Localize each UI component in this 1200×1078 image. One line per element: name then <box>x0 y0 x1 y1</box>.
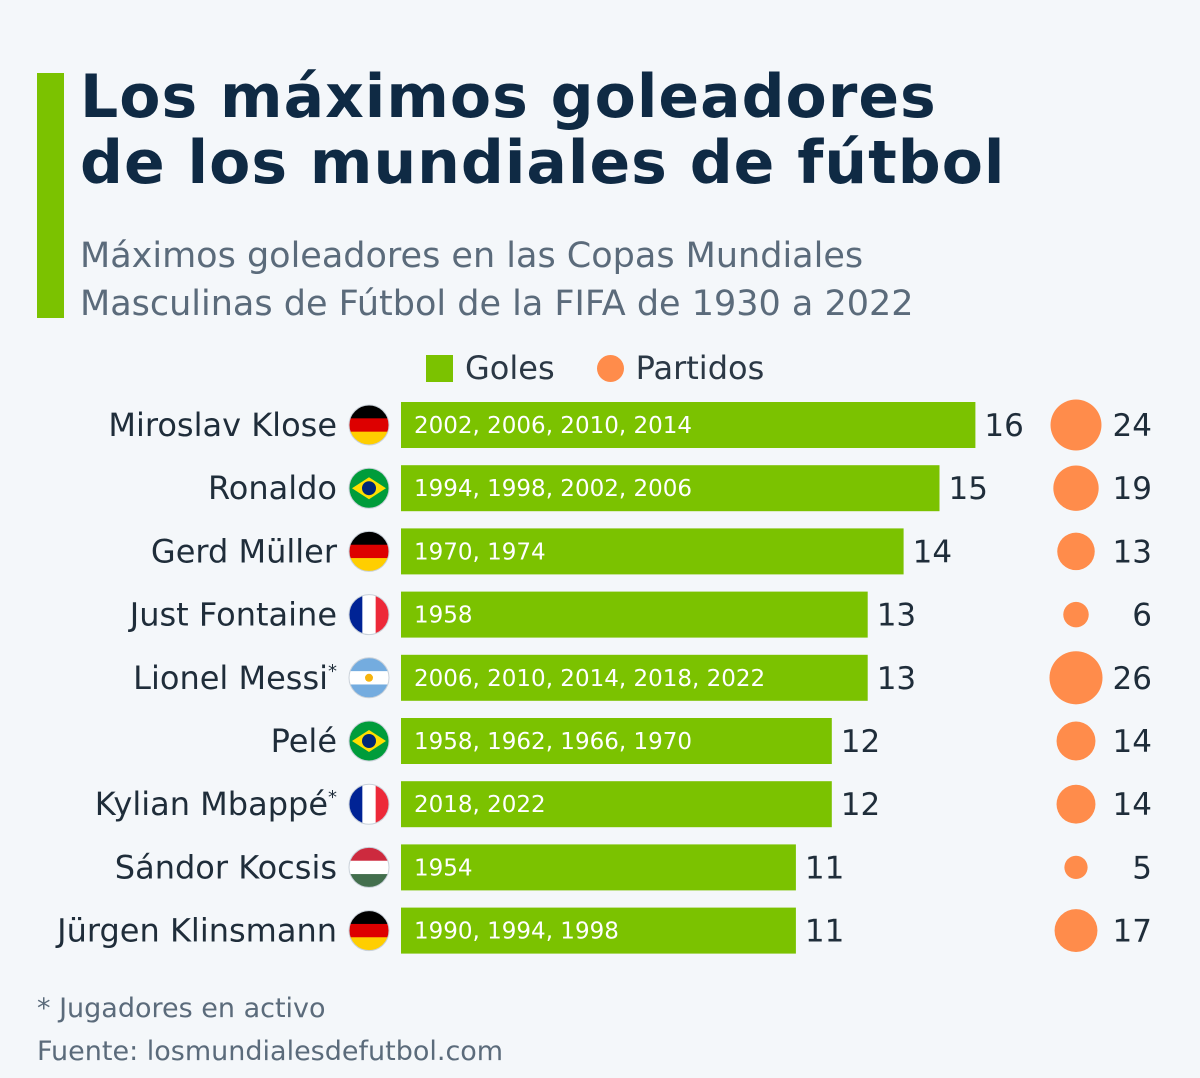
matches-bubble <box>1056 721 1096 761</box>
goals-bar <box>401 465 940 512</box>
legend-matches-dot <box>596 354 624 382</box>
matches-bubble <box>1054 909 1098 953</box>
editions-label: 2018, 2022 <box>414 792 546 818</box>
legend: Goles Partidos <box>426 346 764 390</box>
matches-value-label: 26 <box>1113 661 1152 697</box>
goals-bar <box>401 718 832 764</box>
player-name-label: Miroslav Klose <box>108 406 337 444</box>
argentina-flag-icon <box>348 657 390 699</box>
matches-bubble <box>1053 465 1099 511</box>
goals-bar <box>401 591 868 638</box>
germany-flag-icon <box>348 530 390 572</box>
footnote: * Jugadores en activo <box>37 993 326 1024</box>
editions-label: 2002, 2006, 2010, 2014 <box>414 413 692 439</box>
brazil-flag-icon <box>348 467 390 509</box>
goals-value-label: 12 <box>841 787 880 823</box>
player-name-label: Lionel Messi* <box>133 659 337 697</box>
editions-label: 1954 <box>414 855 473 881</box>
editions-label: 1990, 1994, 1998 <box>414 919 619 945</box>
source: Fuente: losmundialesdefutbol.com <box>37 1036 504 1067</box>
france-flag-icon <box>348 594 390 636</box>
goals-value-label: 14 <box>913 534 952 570</box>
chart-title: Los máximos goleadores de los mundiales … <box>80 64 1180 196</box>
matches-value-label: 17 <box>1113 914 1152 950</box>
brazil-flag-icon <box>348 720 390 762</box>
matches-bubble <box>1064 855 1088 880</box>
goals-bar <box>401 781 832 828</box>
goals-value-label: 13 <box>877 661 916 697</box>
subtitle-line-1: Máximos goleadores en las Copas Mundiale… <box>80 236 864 276</box>
goals-value-label: 12 <box>841 724 880 760</box>
legend-goals-swatch <box>426 354 453 382</box>
matches-value-label: 14 <box>1113 724 1152 760</box>
player-name-label: Sándor Kocsis <box>115 848 337 886</box>
legend-matches-label: Partidos <box>635 349 765 387</box>
matches-value-label: 6 <box>1132 598 1152 634</box>
player-name-label: Jürgen Klinsmann <box>55 912 337 950</box>
goals-value-label: 15 <box>949 471 988 507</box>
scorers-chart: Miroslav Klose 2002, 2006, 2010, 2014 16 24… <box>55 399 1152 954</box>
subtitle-line-2: Masculinas de Fútbol de la FIFA de 1930 … <box>80 284 914 324</box>
matches-value-label: 24 <box>1113 408 1152 444</box>
matches-value-label: 14 <box>1113 787 1152 823</box>
goals-bar <box>401 907 796 954</box>
matches-value-label: 5 <box>1132 850 1152 886</box>
goals-bar <box>401 402 976 448</box>
hungary-flag-icon <box>348 846 390 888</box>
goals-value-label: 13 <box>877 598 916 634</box>
title-line-1: Los máximos goleadores <box>80 62 937 132</box>
player-name-label: Gerd Müller <box>151 532 338 570</box>
player-name-label: Just Fontaine <box>128 596 337 634</box>
chart-subtitle: Máximos goleadores en las Copas Mundiale… <box>80 232 1180 328</box>
matches-bubble <box>1063 601 1089 628</box>
goals-bar <box>401 528 904 575</box>
editions-label: 2006, 2010, 2014, 2018, 2022 <box>414 666 765 692</box>
goals-value-label: 16 <box>984 408 1023 444</box>
france-flag-icon <box>348 783 390 825</box>
editions-label: 1970, 1974 <box>414 539 546 565</box>
goals-bar <box>401 654 868 701</box>
germany-flag-icon <box>348 910 390 952</box>
accent-bar <box>37 73 64 318</box>
player-name-label: Ronaldo <box>208 469 337 507</box>
matches-bubble <box>1050 399 1102 451</box>
player-name-label: Kylian Mbappé* <box>95 785 337 823</box>
matches-value-label: 13 <box>1113 534 1152 570</box>
matches-value-label: 19 <box>1113 471 1152 507</box>
matches-bubble <box>1057 532 1095 571</box>
title-line-2: de los mundiales de fútbol <box>80 128 1006 198</box>
editions-label: 1994, 1998, 2002, 2006 <box>414 476 692 502</box>
germany-flag-icon <box>348 404 390 446</box>
matches-bubble <box>1049 651 1103 705</box>
player-name-label: Pelé <box>271 722 337 760</box>
editions-label: 1958 <box>414 603 473 629</box>
goals-bar <box>401 844 796 891</box>
editions-label: 1958, 1962, 1966, 1970 <box>414 729 692 755</box>
matches-bubble <box>1056 784 1096 824</box>
legend-goals-label: Goles <box>465 349 555 387</box>
goals-value-label: 11 <box>805 850 844 886</box>
goals-value-label: 11 <box>805 914 844 950</box>
